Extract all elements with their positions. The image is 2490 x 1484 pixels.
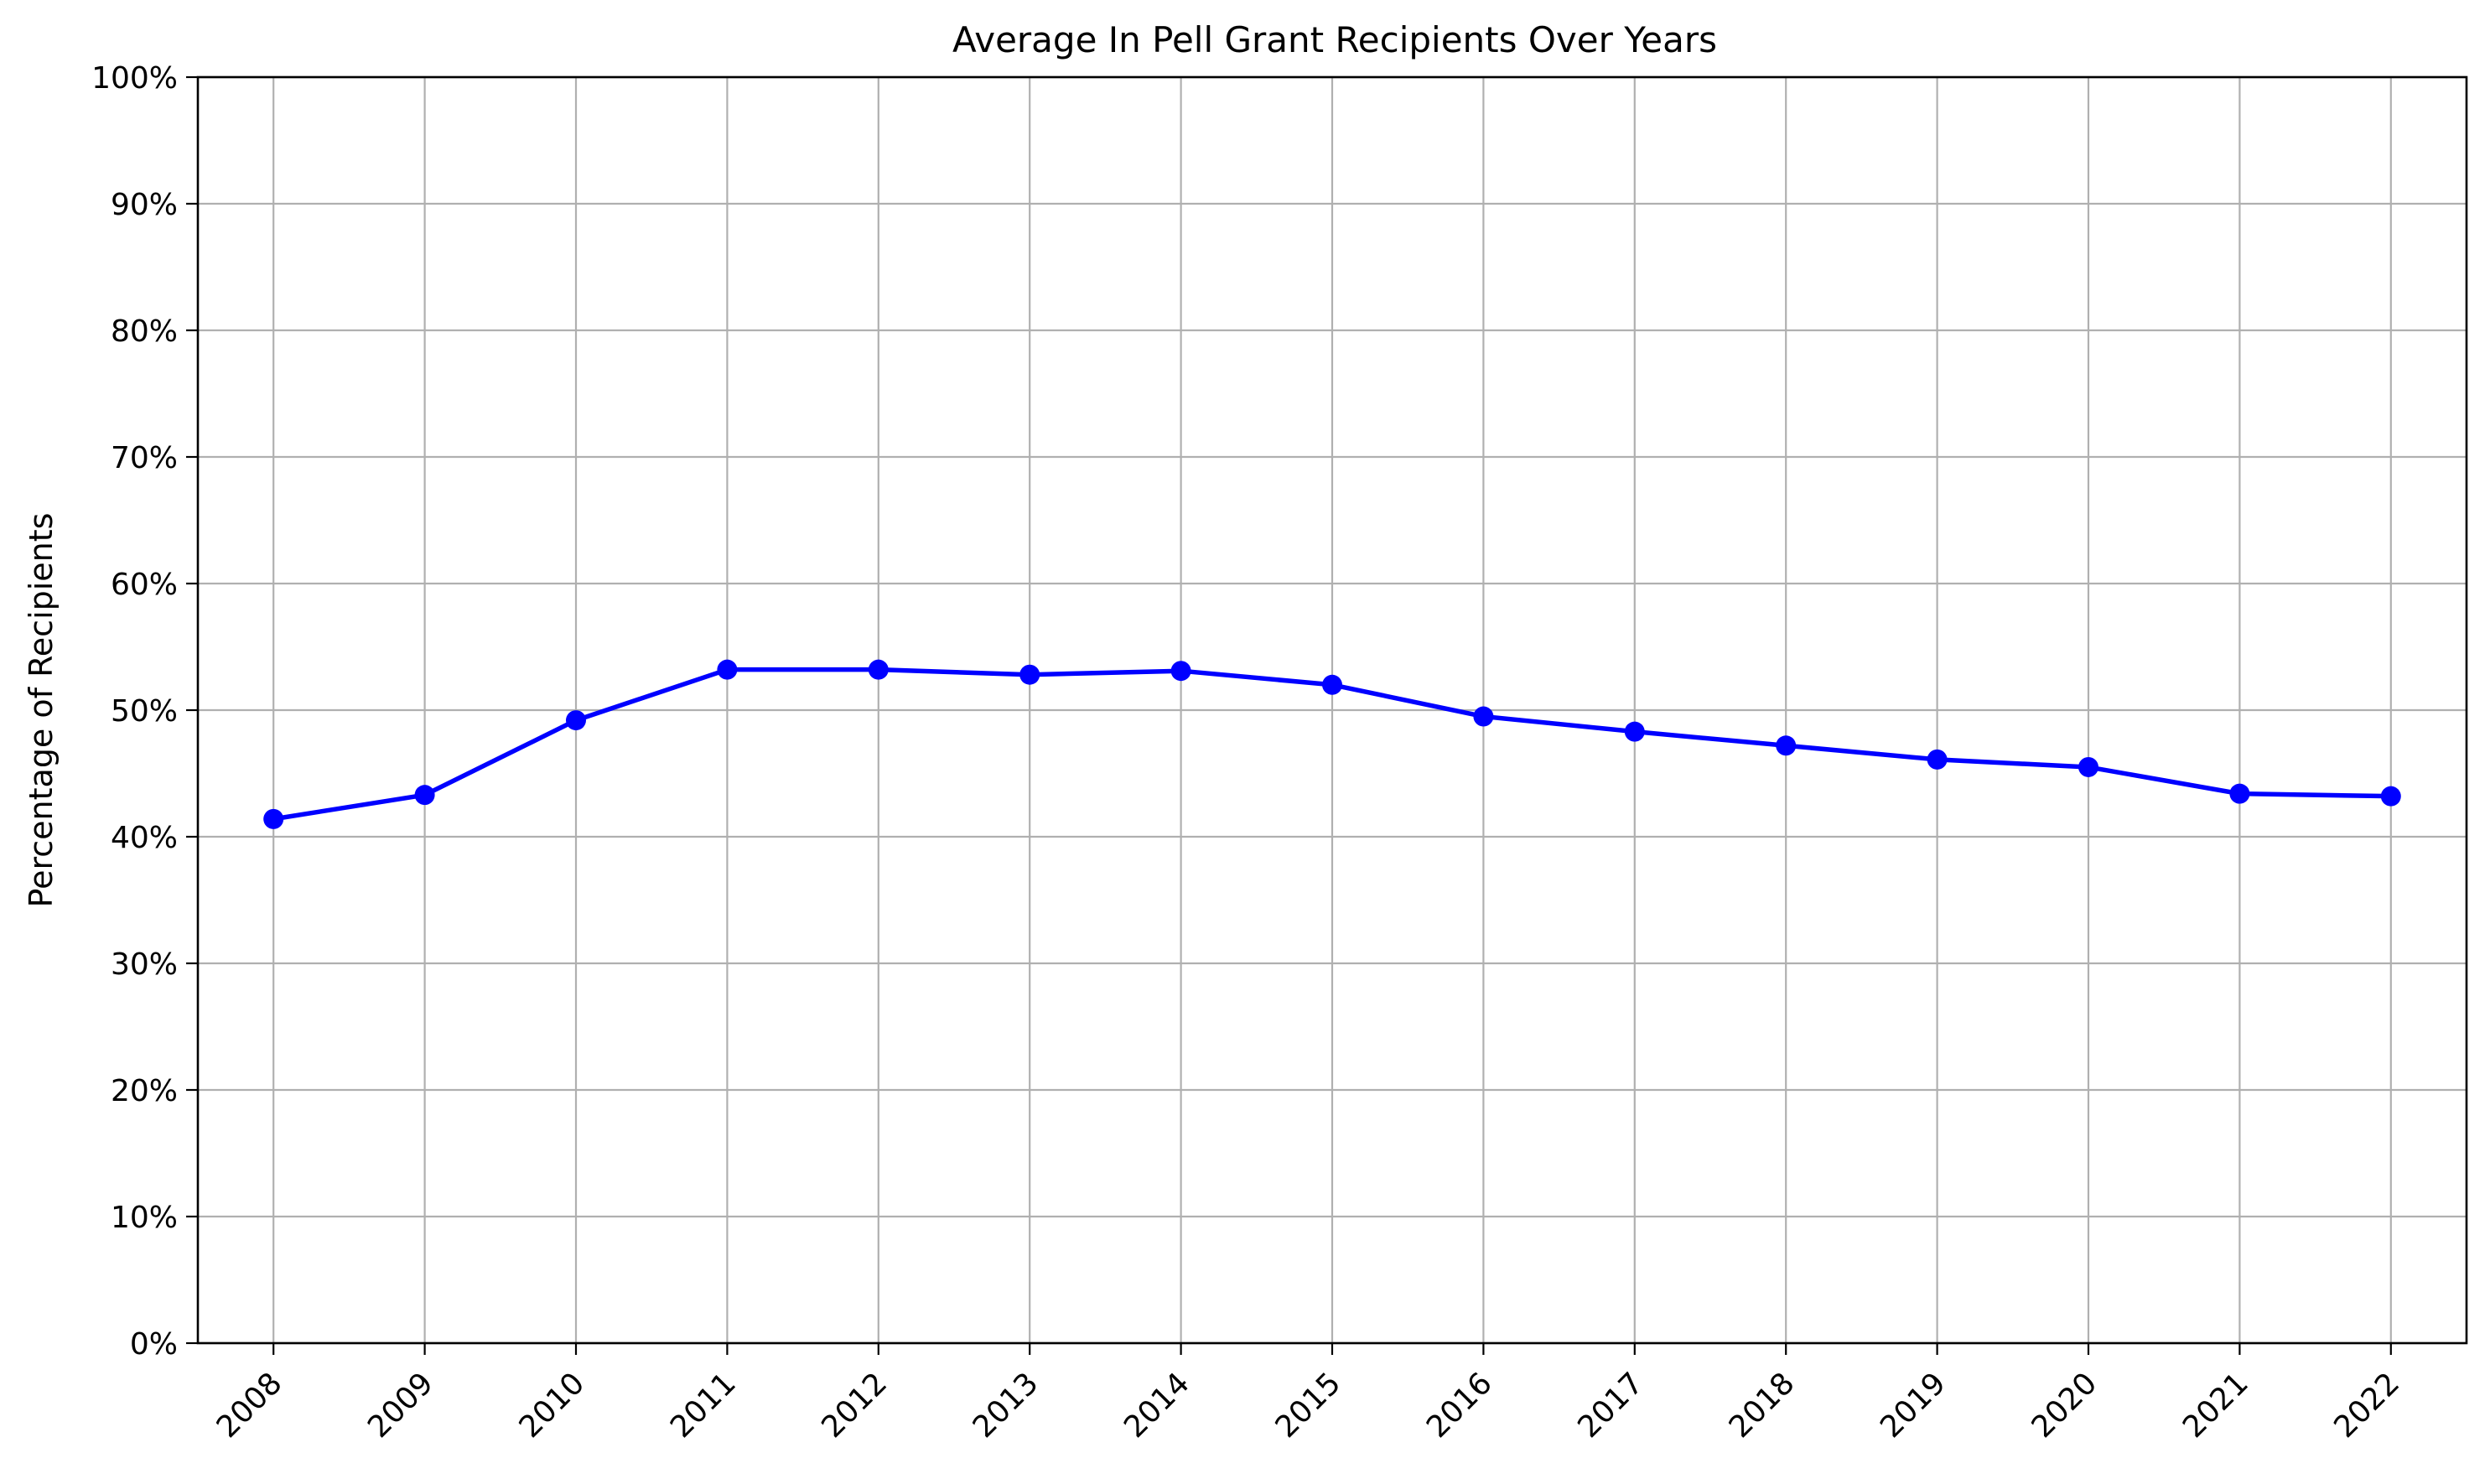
- data-point-2015: [1322, 674, 1342, 695]
- data-point-2009: [414, 785, 435, 806]
- data-series: [263, 659, 2401, 829]
- plot-frame: [196, 75, 2468, 1345]
- data-point-2014: [1170, 661, 1191, 682]
- data-point-2012: [868, 659, 889, 680]
- data-point-2017: [1624, 721, 1645, 742]
- y-tick-label: 0%: [130, 1327, 178, 1362]
- data-point-2013: [1019, 664, 1040, 685]
- data-point-2022: [2380, 786, 2401, 807]
- y-tick-label: 50%: [111, 694, 178, 729]
- y-tick-label: 10%: [111, 1201, 178, 1235]
- data-point-2019: [1927, 749, 1948, 770]
- data-point-2010: [566, 710, 586, 731]
- data-point-2016: [1473, 706, 1494, 727]
- y-tick-label: 90%: [111, 188, 178, 222]
- chart-title: Average In Pell Grant Recipients Over Ye…: [952, 19, 1717, 60]
- y-axis-label: Percentage of Recipients: [23, 513, 60, 908]
- data-point-2020: [2078, 756, 2098, 777]
- y-tick-label: 60%: [111, 568, 178, 602]
- y-tick-label: 40%: [111, 821, 178, 855]
- y-tick-label: 20%: [111, 1074, 178, 1108]
- y-tick-label: 30%: [111, 947, 178, 982]
- data-point-2011: [717, 659, 738, 680]
- labels: Average In Pell Grant Recipients Over Ye…: [23, 19, 1717, 907]
- y-tick-label: 80%: [111, 314, 178, 349]
- data-point-2018: [1776, 735, 1797, 756]
- data-point-2021: [2229, 783, 2250, 804]
- y-tick-label: 100%: [91, 61, 178, 96]
- data-point-2008: [263, 808, 284, 829]
- y-tick-label: 70%: [111, 441, 178, 475]
